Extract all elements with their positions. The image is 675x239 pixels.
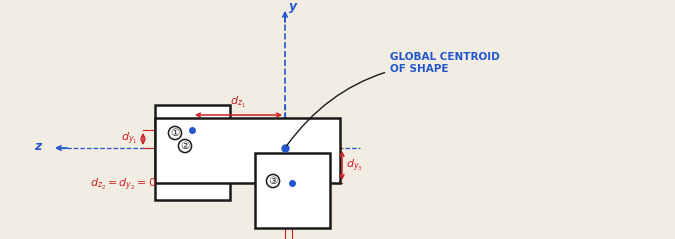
- Text: ②: ②: [180, 141, 190, 151]
- Bar: [155, 118, 340, 183]
- Text: $d_{z_2}=d_{y_2}=0$: $d_{z_2}=d_{y_2}=0$: [90, 177, 157, 193]
- Text: ①: ①: [170, 128, 180, 138]
- Text: ③: ③: [269, 176, 277, 186]
- Text: GLOBAL CENTROID
OF SHAPE: GLOBAL CENTROID OF SHAPE: [287, 52, 500, 146]
- Text: $d_{z_1}$: $d_{z_1}$: [230, 95, 246, 110]
- Text: y: y: [289, 0, 297, 13]
- Text: $d_{y_1}$: $d_{y_1}$: [122, 131, 138, 147]
- Bar: [155, 105, 230, 200]
- Bar: [255, 153, 330, 228]
- Text: z: z: [34, 141, 42, 153]
- Text: $d_{y_3}$: $d_{y_3}$: [346, 157, 362, 174]
